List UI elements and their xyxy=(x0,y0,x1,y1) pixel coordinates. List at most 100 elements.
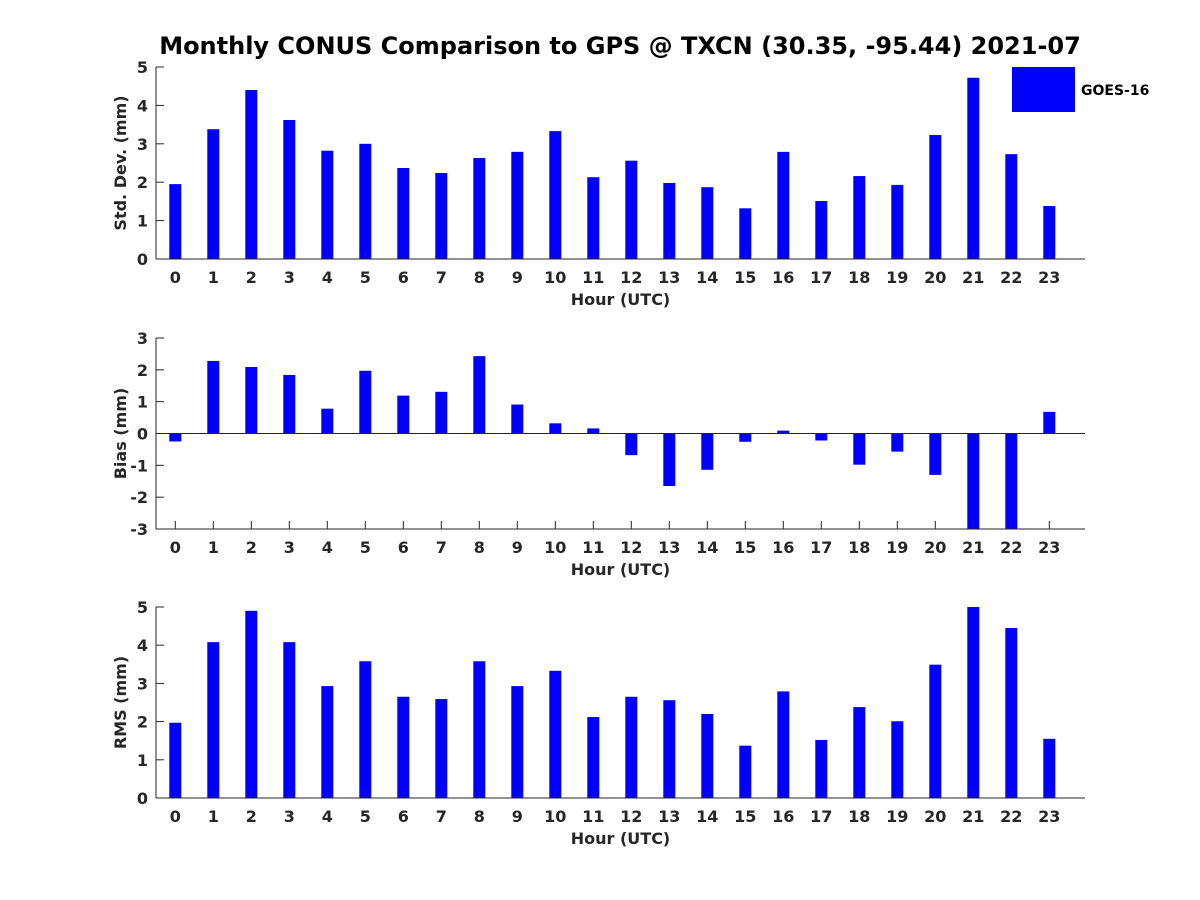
x-tick-label-bias-15: 15 xyxy=(734,538,756,557)
x-tick-label-bias-19: 19 xyxy=(886,538,908,557)
y-tick-label-rms-4: 4 xyxy=(137,636,148,655)
bar-std-hour-16 xyxy=(777,151,790,259)
x-tick-label-rms-19: 19 xyxy=(886,807,908,826)
bar-rms-hour-13 xyxy=(663,700,676,798)
x-tick-label-rms-18: 18 xyxy=(848,807,870,826)
x-tick-label-std-23: 23 xyxy=(1038,268,1060,287)
bar-bias-hour-5 xyxy=(359,370,372,434)
y-axis-label-std: Std. Dev. (mm) xyxy=(111,95,130,230)
bar-rms-hour-11 xyxy=(587,717,600,798)
y-tick-label-std-1: 1 xyxy=(137,212,148,231)
bar-rms-hour-10 xyxy=(549,670,562,798)
bar-rms-hour-4 xyxy=(321,686,334,798)
bar-bias-hour-7 xyxy=(435,391,448,434)
bar-bias-hour-19 xyxy=(891,433,904,452)
bar-bias-hour-9 xyxy=(511,404,524,434)
bar-rms-hour-12 xyxy=(625,696,638,798)
x-tick-label-rms-21: 21 xyxy=(962,807,984,826)
legend: GOES-16 xyxy=(1012,67,1149,112)
bar-bias-hour-14 xyxy=(701,433,714,470)
legend-label-goes16: GOES-16 xyxy=(1081,83,1149,99)
bar-std-hour-2 xyxy=(245,90,258,259)
x-tick-label-bias-11: 11 xyxy=(582,538,604,557)
bar-std-hour-15 xyxy=(739,208,752,259)
bar-bias-hour-18 xyxy=(853,433,866,465)
x-tick-label-rms-20: 20 xyxy=(924,807,946,826)
y-tick-label-rms-3: 3 xyxy=(137,674,148,693)
bar-bias-hour-0 xyxy=(169,433,182,442)
bar-std-hour-22 xyxy=(1005,154,1018,259)
bar-std-hour-7 xyxy=(435,172,448,259)
x-tick-label-bias-6: 6 xyxy=(398,538,409,557)
bar-bias-hour-3 xyxy=(283,374,296,434)
x-tick-label-std-1: 1 xyxy=(208,268,219,287)
y-tick-label-rms-5: 5 xyxy=(137,598,148,617)
bar-rms-hour-15 xyxy=(739,745,752,798)
x-tick-label-rms-10: 10 xyxy=(544,807,566,826)
bar-rms-hour-18 xyxy=(853,707,866,798)
x-tick-label-rms-12: 12 xyxy=(620,807,642,826)
bar-rms-hour-19 xyxy=(891,721,904,798)
y-tick-label-bias--2: -2 xyxy=(130,488,148,507)
x-tick-label-std-20: 20 xyxy=(924,268,946,287)
x-tick-label-std-5: 5 xyxy=(360,268,371,287)
x-tick-label-rms-14: 14 xyxy=(696,807,718,826)
x-tick-label-rms-6: 6 xyxy=(398,807,409,826)
x-tick-label-bias-0: 0 xyxy=(170,538,181,557)
chart-title: Monthly CONUS Comparison to GPS @ TXCN (… xyxy=(159,32,1081,60)
x-tick-label-bias-7: 7 xyxy=(436,538,447,557)
bar-std-hour-18 xyxy=(853,176,866,259)
y-tick-label-rms-2: 2 xyxy=(137,713,148,732)
x-tick-label-std-8: 8 xyxy=(474,268,485,287)
x-tick-label-rms-13: 13 xyxy=(658,807,680,826)
bar-bias-hour-4 xyxy=(321,408,334,434)
x-tick-label-bias-12: 12 xyxy=(620,538,642,557)
x-tick-label-std-9: 9 xyxy=(512,268,523,287)
bar-rms-hour-7 xyxy=(435,699,448,798)
bar-std-hour-9 xyxy=(511,151,524,259)
x-tick-label-bias-14: 14 xyxy=(696,538,718,557)
x-tick-label-bias-5: 5 xyxy=(360,538,371,557)
bar-bias-hour-8 xyxy=(473,356,486,434)
x-tick-label-rms-15: 15 xyxy=(734,807,756,826)
x-tick-label-std-18: 18 xyxy=(848,268,870,287)
x-tick-label-bias-9: 9 xyxy=(512,538,523,557)
x-tick-label-std-16: 16 xyxy=(772,268,794,287)
x-axis-label-rms: Hour (UTC) xyxy=(571,829,671,848)
x-tick-label-bias-3: 3 xyxy=(284,538,295,557)
x-tick-label-bias-16: 16 xyxy=(772,538,794,557)
y-tick-label-rms-1: 1 xyxy=(137,751,148,770)
x-tick-label-rms-0: 0 xyxy=(170,807,181,826)
x-tick-label-rms-7: 7 xyxy=(436,807,447,826)
bar-bias-hour-15 xyxy=(739,433,752,442)
x-tick-label-std-10: 10 xyxy=(544,268,566,287)
x-axis-label-bias: Hour (UTC) xyxy=(571,560,671,579)
y-tick-label-bias--3: -3 xyxy=(130,520,148,539)
x-tick-label-rms-5: 5 xyxy=(360,807,371,826)
bar-rms-hour-14 xyxy=(701,713,714,798)
x-tick-label-bias-17: 17 xyxy=(810,538,832,557)
y-axis-label-bias: Bias (mm) xyxy=(111,388,130,480)
bar-std-hour-4 xyxy=(321,150,334,259)
x-tick-label-rms-1: 1 xyxy=(208,807,219,826)
x-tick-label-std-11: 11 xyxy=(582,268,604,287)
bar-std-hour-12 xyxy=(625,160,638,259)
bar-bias-hour-22 xyxy=(1005,433,1018,529)
x-tick-label-rms-2: 2 xyxy=(246,807,257,826)
x-tick-label-bias-2: 2 xyxy=(246,538,257,557)
x-tick-label-bias-4: 4 xyxy=(322,538,333,557)
x-tick-label-bias-18: 18 xyxy=(848,538,870,557)
bar-std-hour-20 xyxy=(929,134,942,259)
bar-rms-hour-2 xyxy=(245,610,258,798)
bar-std-hour-14 xyxy=(701,187,714,259)
x-tick-label-std-0: 0 xyxy=(170,268,181,287)
x-tick-label-bias-10: 10 xyxy=(544,538,566,557)
x-tick-label-rms-4: 4 xyxy=(322,807,333,826)
x-tick-label-std-6: 6 xyxy=(398,268,409,287)
x-tick-label-rms-11: 11 xyxy=(582,807,604,826)
bar-rms-hour-16 xyxy=(777,691,790,798)
